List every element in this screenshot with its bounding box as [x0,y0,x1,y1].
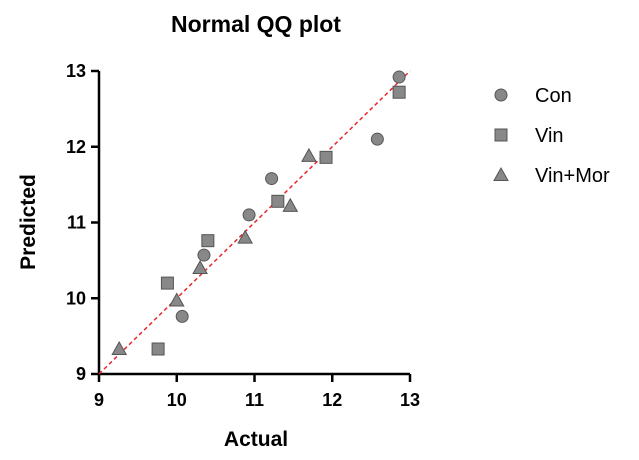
data-point-vin-mor [168,292,185,307]
x-tick-label: 10 [167,390,187,410]
legend: Con Vin Vin+Mor [493,85,610,187]
y-tick-label: 13 [66,61,86,81]
data-point-con [197,248,211,262]
data-point-con [392,70,406,84]
legend-label-con: Con [535,85,572,107]
y-tick-label: 11 [67,213,86,233]
data-point-vin-mor [237,229,254,244]
data-point-vin [319,150,333,164]
legend-marker-con [494,88,508,102]
data-point-con [175,309,189,323]
data-point-con [242,208,256,222]
x-tick-label: 12 [322,390,342,410]
y-tick-label: 9 [76,364,86,384]
data-point-vin-mor [282,197,299,212]
data-point-vin [151,342,165,356]
data-point-con [370,132,384,146]
y-tick-label: 10 [66,288,86,308]
data-point-vin-mor [192,259,208,274]
plot-area: 9 10 11 12 13 9 10 11 12 13 [66,61,420,410]
chart-title: Normal QQ plot [171,11,341,37]
reference-line [98,70,411,375]
data-point-vin [271,194,285,208]
legend-marker-vin [494,128,508,142]
data-point-vin [201,234,215,248]
y-tick-label: 12 [66,137,86,157]
legend-label-vin-mor: Vin+Mor [535,165,610,187]
x-axis-title: Actual [224,428,288,451]
data-point-vin [392,85,406,99]
legend-label-vin: Vin [535,125,564,147]
data-point-vin-mor [301,147,317,162]
x-tick-label: 9 [94,390,104,410]
x-tick-label: 13 [400,390,420,410]
y-axis-title: Predicted [17,174,40,270]
data-point-vin-mor [111,340,128,356]
data-point-vin [160,276,174,290]
legend-marker-vin-mor [493,166,509,181]
data-point-con [265,172,279,186]
x-tick-label: 11 [245,390,264,410]
